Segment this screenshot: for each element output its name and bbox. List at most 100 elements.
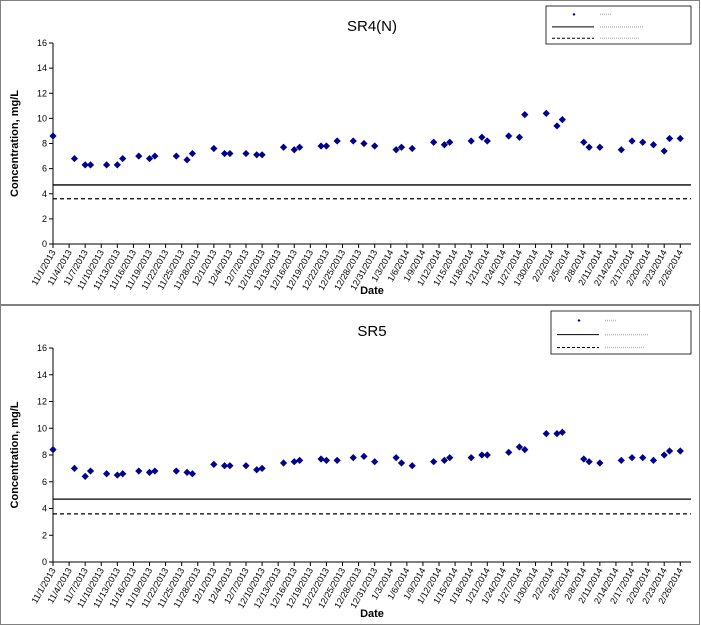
chart1-data-point <box>676 134 684 143</box>
chart1-title: SR4(N) <box>347 18 397 35</box>
chart1-data-point <box>596 143 604 151</box>
chart1-data-point <box>333 137 341 145</box>
chart1-y-tick-label: 16 <box>37 38 47 48</box>
chart1-y-tick-label: 8 <box>42 139 47 149</box>
chart1-data-point <box>649 141 658 149</box>
chart1-legend-marker-diamond <box>572 12 576 16</box>
chart2-data-point <box>322 456 331 464</box>
chart2-data-point <box>188 470 196 478</box>
chart1-data-point <box>70 154 79 163</box>
chart1-data-point <box>279 143 288 151</box>
chart1-data-point <box>49 132 57 140</box>
chart2-data-point <box>242 462 250 470</box>
chart2-data-point <box>542 430 550 438</box>
chart2-data-point <box>210 460 218 468</box>
chart1-data-point <box>430 138 438 146</box>
chart1-data-point <box>585 143 593 151</box>
chart1-data-point <box>135 152 143 160</box>
chart2-data-point <box>151 467 159 475</box>
chart2-data-point <box>279 459 288 467</box>
chart2-data-point <box>553 430 561 438</box>
chart2-y-tick-label: 8 <box>42 450 47 460</box>
chart1-y-axis-label: Concentration, mg/L <box>9 90 21 197</box>
chart2-y-tick-label: 10 <box>37 423 47 433</box>
chart2-data-point <box>220 462 229 470</box>
chart1-legend <box>545 5 692 45</box>
chart1-data-point <box>478 133 486 141</box>
chart2-data-point <box>505 448 513 456</box>
chart1-data-point <box>145 154 154 163</box>
chart2-data-point <box>296 456 304 464</box>
chart2-data-point <box>446 454 454 462</box>
chart2-data-point <box>258 464 266 472</box>
chart1-data-point <box>639 138 647 146</box>
chart1-data-point <box>440 141 448 149</box>
chart1-data-point <box>210 144 218 153</box>
chart2-y-tick-label: 16 <box>37 343 47 353</box>
chart2-data-point <box>70 464 79 472</box>
chart1-data-point <box>242 149 250 158</box>
chart2-data-point <box>580 455 588 463</box>
chart2-data-point <box>478 451 486 459</box>
chart2-data-point <box>558 428 566 436</box>
chart1-data-point <box>296 143 304 151</box>
chart2-data-point <box>172 467 180 475</box>
chart2-data-point <box>49 446 57 454</box>
chart2-y-tick-label: 0 <box>42 557 47 567</box>
chart1-data-point <box>113 161 121 169</box>
chart1-data-point <box>226 149 234 158</box>
chart1-data-point <box>290 146 298 154</box>
chart2-data-point <box>86 467 95 475</box>
chart2-data-point <box>397 459 406 467</box>
chart2-data-point <box>119 470 127 478</box>
chart2-data-point <box>408 462 416 470</box>
chart2-title: SR5 <box>357 323 386 340</box>
chart2-y-tick-label: 6 <box>42 477 47 487</box>
chart2-data-point <box>660 451 668 459</box>
chart1-data-point <box>558 116 566 124</box>
chart2-data-point <box>440 456 448 464</box>
chart1-data-point <box>628 137 636 145</box>
chart1-y-tick-label: 10 <box>37 113 47 123</box>
chart-panel-sr4n: SR4(N) Concentration, mg/L Date 0 2 4 6 8 10 12 14… <box>0 0 700 305</box>
chart2-y-tick-label: 2 <box>42 530 47 540</box>
chart2-data-point <box>430 458 438 466</box>
chart2-data-point <box>113 471 121 479</box>
chart1-y-tick-label: 4 <box>42 189 47 199</box>
chart1-data-point <box>505 132 513 140</box>
chart1-data-point <box>183 156 191 164</box>
chart2-data-point <box>81 472 89 480</box>
chart1-data-point <box>408 144 416 153</box>
chart2-data-point <box>360 452 368 460</box>
chart2-data-point <box>467 454 475 462</box>
chart1-y-tick-label: 14 <box>37 63 47 73</box>
chart2-data-point <box>617 456 625 464</box>
chart2-data-point <box>349 454 357 462</box>
chart2-data-point <box>290 458 298 466</box>
chart1-y-tick-label: 0 <box>42 239 47 249</box>
chart1-data-point <box>467 137 475 145</box>
chart1-data-point <box>81 161 89 169</box>
chart1-data-point <box>258 151 266 159</box>
chart1-data-point <box>253 151 261 159</box>
chart2-data-point <box>676 447 684 455</box>
chart2-data-point <box>628 454 636 462</box>
chart2-data-point <box>253 466 261 474</box>
chart2-data-point <box>371 458 379 466</box>
chart2-data-point <box>649 456 658 464</box>
chart1-y-tick-label: 2 <box>42 214 47 224</box>
chart1-data-point <box>349 137 357 145</box>
chart2-data-point <box>665 447 674 455</box>
chart1-data-point <box>580 138 588 146</box>
chart1-data-point <box>151 152 159 160</box>
chart-sr4n: SR4(N) Concentration, mg/L Date 0 2 4 6 8 10 12 14… <box>9 5 692 297</box>
chart1-data-point <box>483 137 491 145</box>
chart1-data-point <box>553 122 561 130</box>
chart1-data-point <box>617 146 625 154</box>
chart1-y-tick-label: 12 <box>37 88 47 98</box>
chart2-data-point <box>333 456 341 464</box>
chart1-data-point <box>371 142 379 150</box>
chart-panel-sr5: SR5 Concentration, mg/L Date 0 2 4 6 8 10 12 14 16 1… <box>0 305 700 625</box>
